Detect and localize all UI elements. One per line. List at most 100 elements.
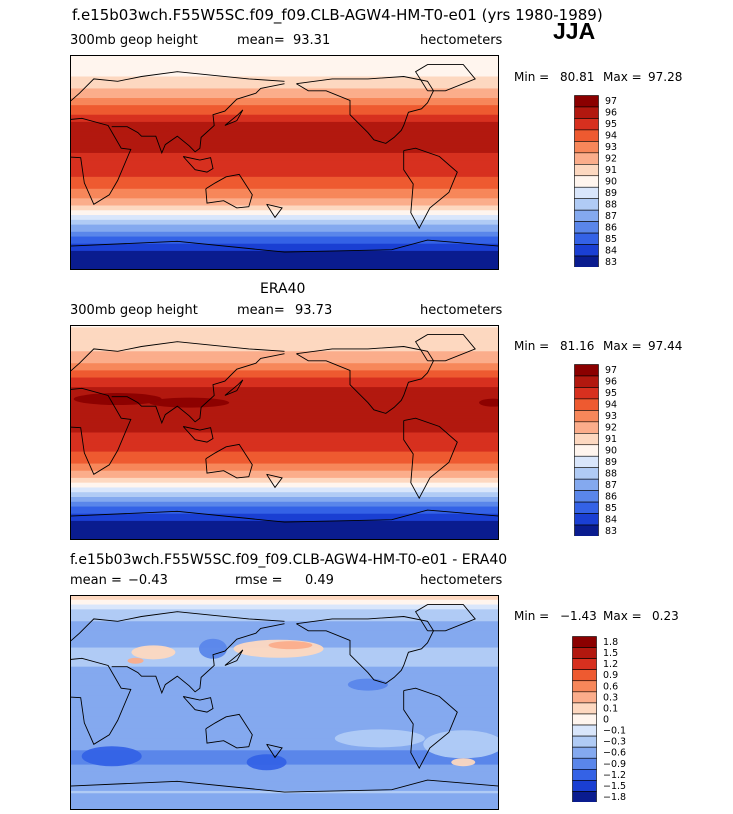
coastlines <box>70 604 499 793</box>
zonal-band <box>70 664 499 668</box>
colorbar-swatch <box>574 95 599 108</box>
colorbar-tick-label: 0.6 <box>603 681 618 692</box>
map-frame <box>70 595 499 810</box>
zonal-band <box>70 442 499 446</box>
zonal-band <box>70 788 499 792</box>
zonal-band <box>70 210 499 214</box>
coastline <box>205 173 253 209</box>
zonal-band <box>70 238 499 242</box>
colorbar-tick-label: 96 <box>605 377 617 388</box>
coastline <box>266 473 283 489</box>
zonal-band <box>70 661 499 665</box>
zonal-band <box>70 71 499 75</box>
zonal-band <box>70 716 499 720</box>
zonal-band <box>70 609 499 613</box>
zonal-band <box>70 205 499 209</box>
zonal-band <box>70 420 499 424</box>
zonal-band <box>70 112 499 116</box>
zonal-band <box>70 329 499 333</box>
zonal-band <box>70 451 499 455</box>
anomaly-blob <box>81 746 142 767</box>
zonal-band <box>70 427 499 431</box>
panel2-max-value: 97.44 <box>648 339 683 353</box>
colorbar-tick-label: 0.9 <box>603 670 618 681</box>
zonal-band <box>70 148 499 152</box>
case-title: f.e15b03wch.F55W5SC.f09_f09.CLB-AGW4-HM-… <box>72 6 603 24</box>
zonal-band <box>70 430 499 434</box>
zonal-band <box>70 105 499 109</box>
zonal-band <box>70 468 499 472</box>
zonal-band <box>70 114 499 118</box>
coastline <box>182 156 214 173</box>
zonal-band <box>70 267 499 270</box>
coastline <box>70 779 499 793</box>
zonal-band <box>70 360 499 364</box>
zonal-band <box>70 635 499 639</box>
colorbar-swatch <box>572 691 597 704</box>
zonal-band <box>70 126 499 130</box>
colorbar-tick-label: 93 <box>605 411 617 422</box>
colorbar-swatch <box>572 713 597 726</box>
panel1-map <box>70 55 499 270</box>
zonal-band <box>70 595 499 598</box>
zonal-band <box>70 437 499 441</box>
zonal-band <box>70 497 499 500</box>
coastline <box>403 687 458 770</box>
zonal-band <box>70 616 499 620</box>
zonal-band <box>70 671 499 675</box>
zonal-band <box>70 227 499 230</box>
zonal-band <box>70 203 499 207</box>
colorbar-tick-label: 83 <box>605 257 617 267</box>
panel1-min-label: Min = <box>514 70 550 84</box>
panel1-max-value: 97.28 <box>648 70 683 84</box>
zonal-band <box>70 456 499 460</box>
anomaly-blob <box>479 398 499 407</box>
colorbar-swatch <box>572 791 597 802</box>
zonal-band <box>70 162 499 166</box>
coastline <box>403 147 458 230</box>
zonal-band <box>70 200 499 204</box>
zonal-band <box>70 535 499 539</box>
zonal-band <box>70 692 499 696</box>
zonal-band <box>70 712 499 716</box>
colorbar-tick-label: 1.5 <box>603 648 618 659</box>
coastline <box>182 426 214 443</box>
coastline <box>224 649 244 666</box>
zonal-band <box>70 179 499 183</box>
panel2-min-label: Min = <box>514 339 550 353</box>
zonal-band <box>70 444 499 448</box>
colorbar-swatch <box>574 501 599 514</box>
coastline <box>296 346 435 414</box>
zonal-band <box>70 76 499 80</box>
zonal-band <box>70 638 499 641</box>
colorbar-tick-label: 97 <box>605 96 617 107</box>
zonal-band <box>70 413 499 417</box>
zonal-band <box>70 489 499 493</box>
panel1-mean-value: 93.31 <box>293 33 331 48</box>
zonal-band <box>70 626 499 630</box>
zonal-band <box>70 188 499 192</box>
zonal-band <box>70 439 499 443</box>
colorbar-tick-label: 84 <box>605 245 617 256</box>
colorbar-swatch <box>574 164 599 177</box>
zonal-band <box>70 229 499 233</box>
zonal-band <box>70 219 499 223</box>
anomaly-blob <box>334 729 425 748</box>
zonal-band <box>70 341 499 345</box>
zonal-band <box>70 422 499 426</box>
zonal-band <box>70 66 499 70</box>
zonal-band <box>70 690 499 694</box>
colorbar-swatch <box>574 421 599 434</box>
zonal-band <box>70 657 499 661</box>
colorbar-swatch <box>574 118 599 131</box>
zonal-band <box>70 102 499 106</box>
zonal-band <box>70 365 499 369</box>
zonal-band <box>70 778 499 782</box>
colorbar-tick-label: 86 <box>605 222 617 233</box>
zonal-band <box>70 336 499 340</box>
anomaly-blob <box>199 638 227 659</box>
colorbar-swatch <box>574 513 599 526</box>
anomaly-blob <box>268 641 313 650</box>
zonal-band <box>70 709 499 713</box>
